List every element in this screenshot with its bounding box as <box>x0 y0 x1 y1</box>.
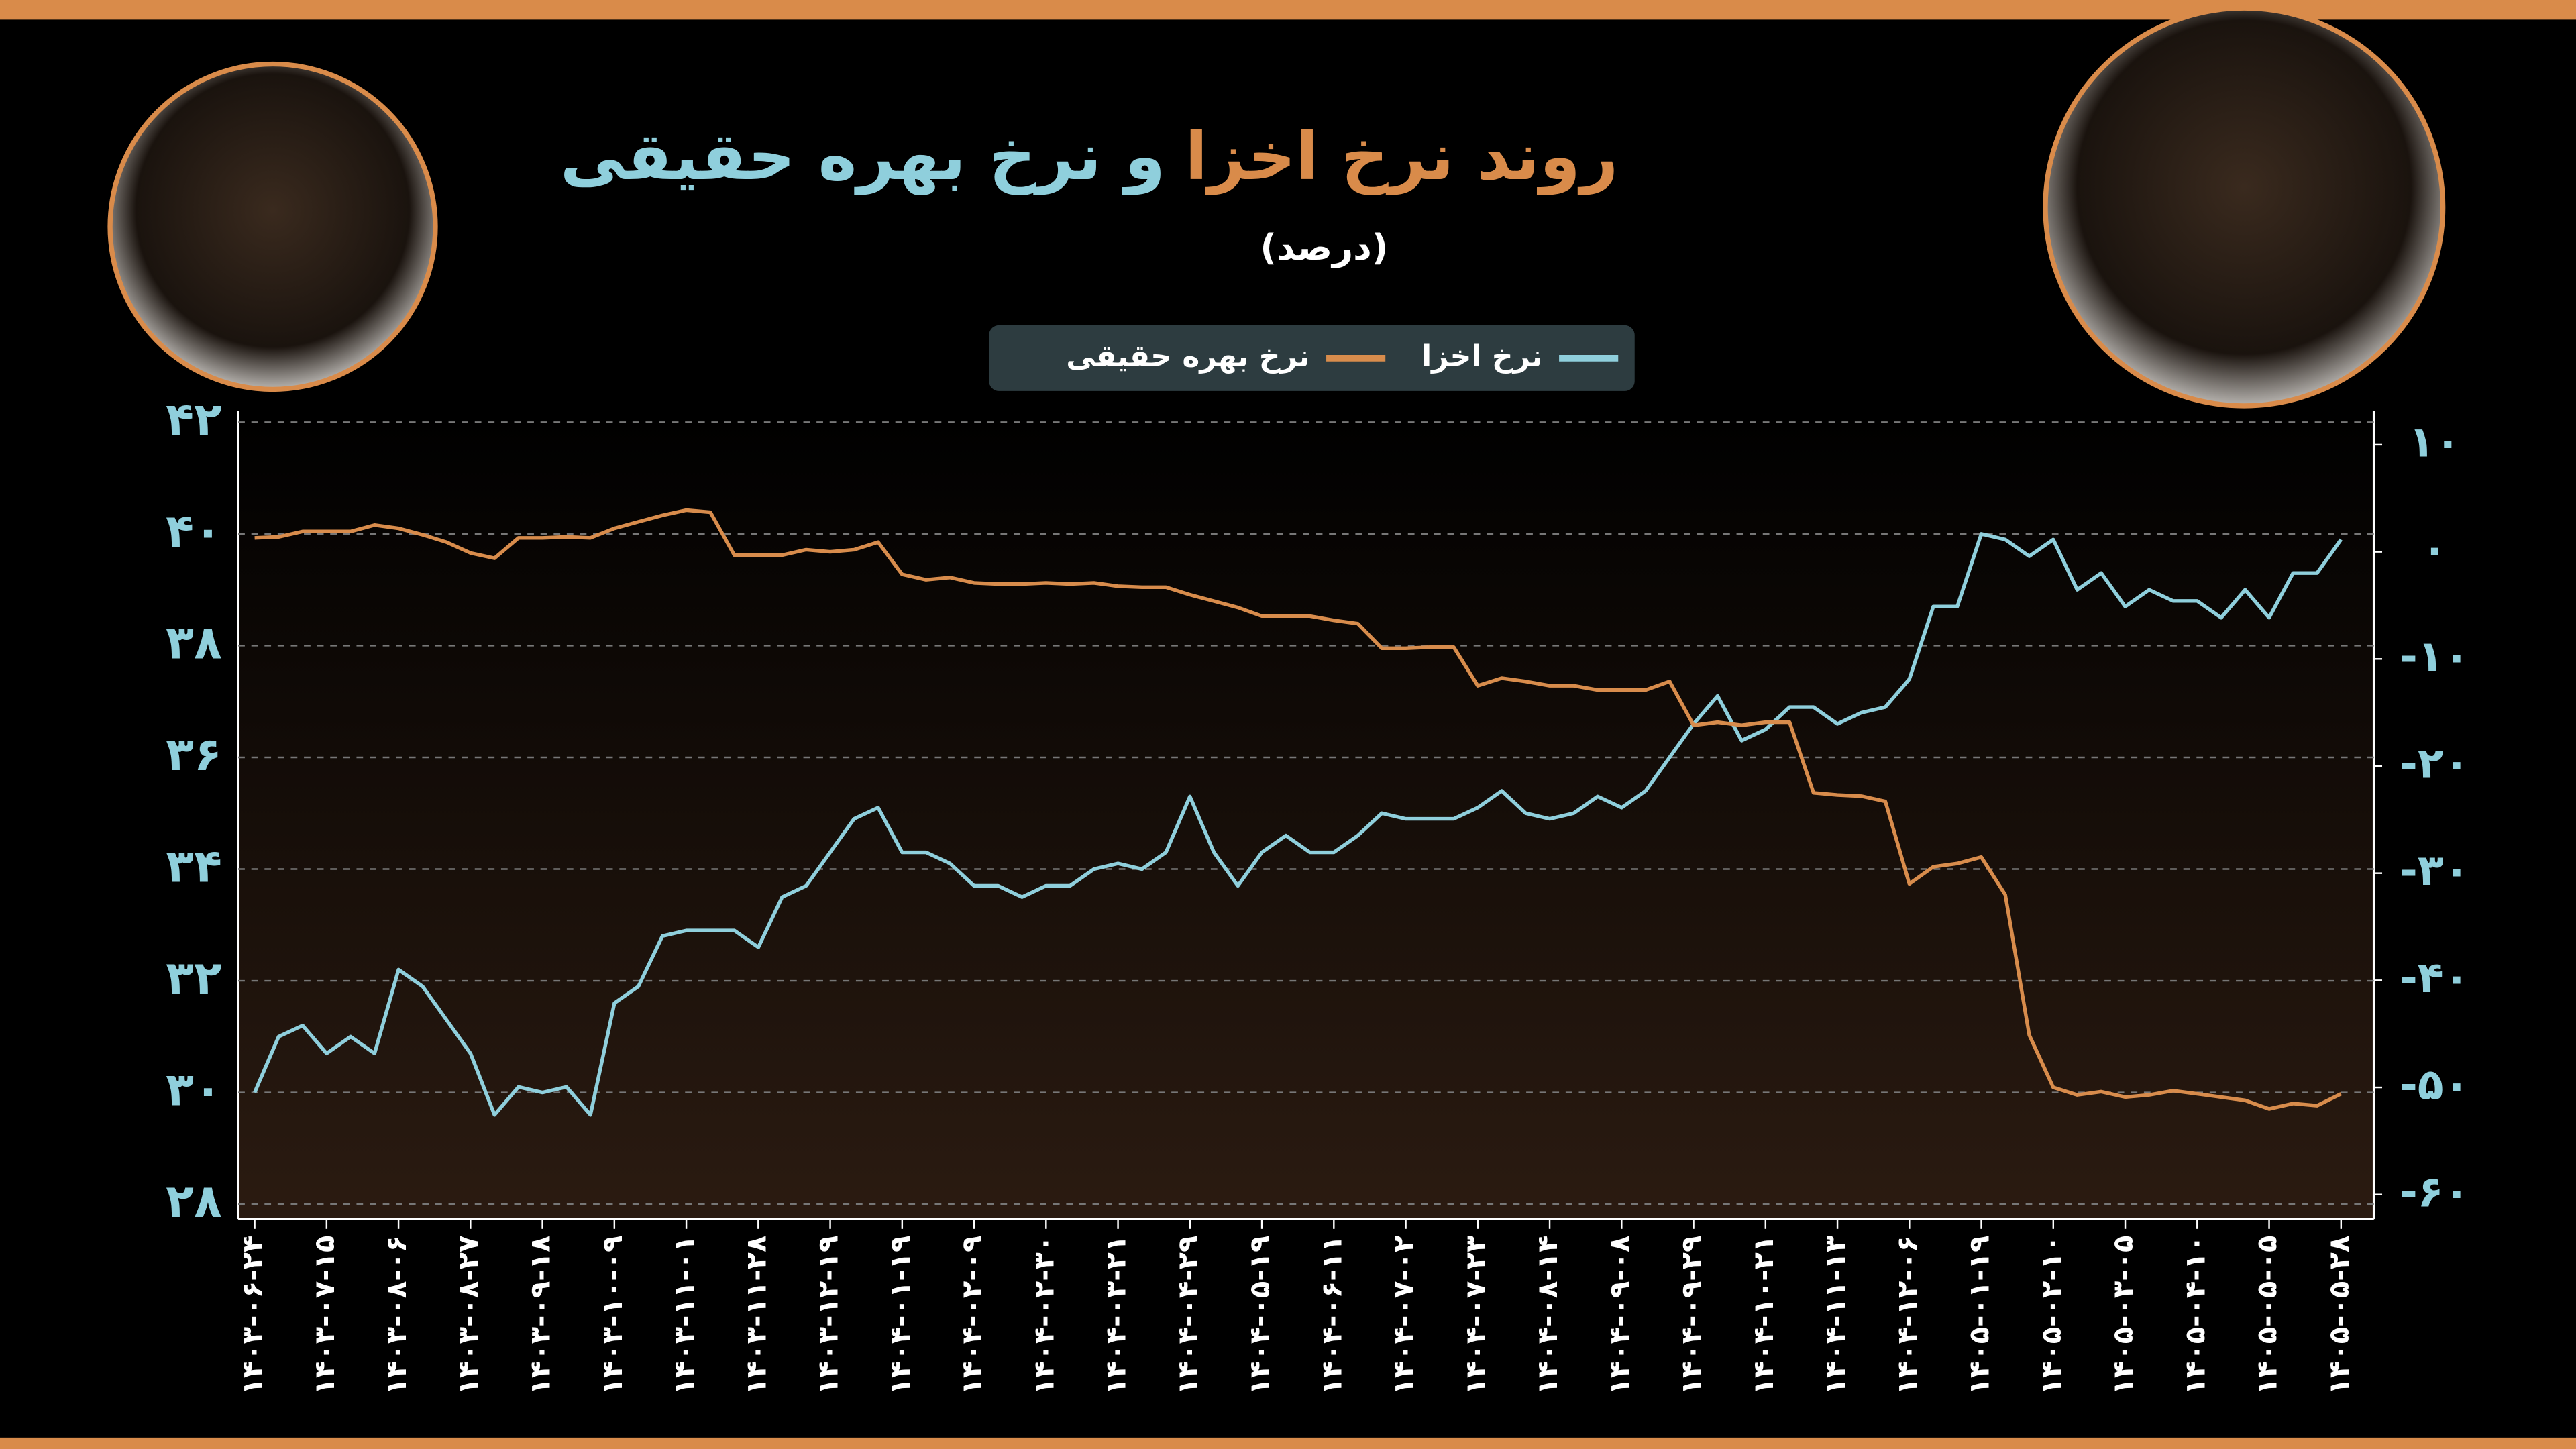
x-tick-label: ۱۴۰۵-۰۳-۰۵ <box>2106 1236 2139 1395</box>
y2-tick-label: -۱۰ <box>2400 632 2469 682</box>
y2-tick-label: -۶۰ <box>2400 1167 2469 1217</box>
y-tick-label: ۳۶ <box>166 728 222 782</box>
y-tick-label: ۳۲ <box>166 951 222 1005</box>
y-tick-label: ۳۴ <box>166 840 222 894</box>
y2-tick-label: ۱۰ <box>2409 417 2461 467</box>
x-tick-label: ۱۴۰۴-۰۴-۲۹ <box>1171 1236 1204 1395</box>
x-tick-label: ۱۴۰۳-۰۹-۱۸ <box>524 1236 557 1395</box>
plot-area <box>238 411 2374 1220</box>
x-tick-label: ۱۴۰۳-۱۰-۰۹ <box>596 1236 629 1395</box>
chart-subtitle: (درصد) <box>1260 226 1388 268</box>
x-tick-label: ۱۴۰۴-۰۵-۱۹ <box>1243 1236 1276 1395</box>
x-tick-label: ۱۴۰۴-۰۸-۱۴ <box>1531 1236 1564 1395</box>
x-tick-label: ۱۴۰۴-۰۳-۲۱ <box>1099 1236 1132 1395</box>
top-bar <box>0 0 2576 20</box>
bear-image <box>107 61 438 392</box>
x-tick-label: ۱۴۰۳-۰۷-۱۵ <box>308 1236 341 1395</box>
x-tick-label: ۱۴۰۴-۱۱-۱۳ <box>1819 1236 1851 1395</box>
x-tick-label: ۱۴۰۵-۰۱-۱۹ <box>1963 1236 1996 1395</box>
bull-image <box>2043 5 2446 409</box>
x-tick-label: ۱۴۰۳-۰۶-۲۴ <box>236 1236 269 1395</box>
legend <box>989 325 1635 391</box>
x-tick-label: ۱۴۰۵-۰۵-۰۵ <box>2251 1236 2284 1395</box>
y2-tick-label: ۰ <box>2422 525 2448 574</box>
y-tick-label: ۲۸ <box>166 1175 222 1228</box>
x-tick-label: ۱۴۰۴-۰۷-۲۳ <box>1459 1236 1492 1395</box>
x-tick-label: ۱۴۰۴-۰۷-۰۲ <box>1387 1236 1420 1395</box>
chart-title: روند نرخ اخزا <box>1185 119 1619 196</box>
x-tick-label: ۱۴۰۵-۰۵-۲۸ <box>2322 1236 2355 1395</box>
series-line <box>253 532 2343 1117</box>
x-tick-label: ۱۴۰۴-۱۰-۲۱ <box>1747 1236 1780 1395</box>
x-tick-label: ۱۴۰۳-۰۸-۲۷ <box>451 1236 484 1395</box>
x-tick-label: ۱۴۰۴-۱۲-۰۶ <box>1890 1236 1923 1395</box>
x-tick-label: ۱۴۰۴-۰۹-۰۸ <box>1603 1236 1635 1395</box>
x-tick-label: ۱۴۰۴-۰۶-۱۱ <box>1315 1236 1348 1395</box>
y-tick-label: ۴۰ <box>166 504 222 558</box>
x-tick-label: ۱۴۰۴-۰۲-۳۰ <box>1027 1236 1060 1395</box>
legend-label: نرخ بهره حقیقی <box>1066 339 1309 374</box>
x-tick-label: ۱۴۰۳-۰۸-۰۶ <box>380 1236 413 1395</box>
y-tick-label: ۴۲ <box>166 392 222 446</box>
x-tick-label: ۱۴۰۳-۱۱-۲۸ <box>739 1236 772 1395</box>
series-line <box>254 508 2342 1111</box>
y2-tick-label: -۲۰ <box>2400 739 2469 789</box>
x-tick-label: ۱۴۰۴-۰۹-۲۹ <box>1675 1236 1708 1395</box>
x-tick-label: ۱۴۰۴-۰۲-۰۹ <box>955 1236 988 1395</box>
chart-title: و نرخ بهره حقیقی <box>560 119 1165 196</box>
bottom-bar <box>0 1437 2576 1449</box>
x-tick-label: ۱۴۰۳-۱۲-۱۹ <box>812 1236 845 1395</box>
x-tick-label: ۱۴۰۴-۰۱-۱۹ <box>883 1236 916 1395</box>
y2-tick-label: -۳۰ <box>2400 846 2469 896</box>
x-tick-label: ۱۴۰۳-۱۱-۰۱ <box>667 1236 700 1395</box>
y-tick-label: ۳۸ <box>166 616 222 669</box>
y2-tick-label: -۴۰ <box>2400 953 2469 1003</box>
y2-tick-label: -۵۰ <box>2400 1061 2469 1110</box>
x-tick-label: ۱۴۰۵-۰۲-۱۰ <box>2035 1236 2068 1395</box>
legend-label: نرخ اخزا <box>1421 339 1543 374</box>
y-tick-label: ۳۰ <box>166 1063 222 1117</box>
x-tick-label: ۱۴۰۵-۰۴-۱۰ <box>2178 1236 2211 1395</box>
